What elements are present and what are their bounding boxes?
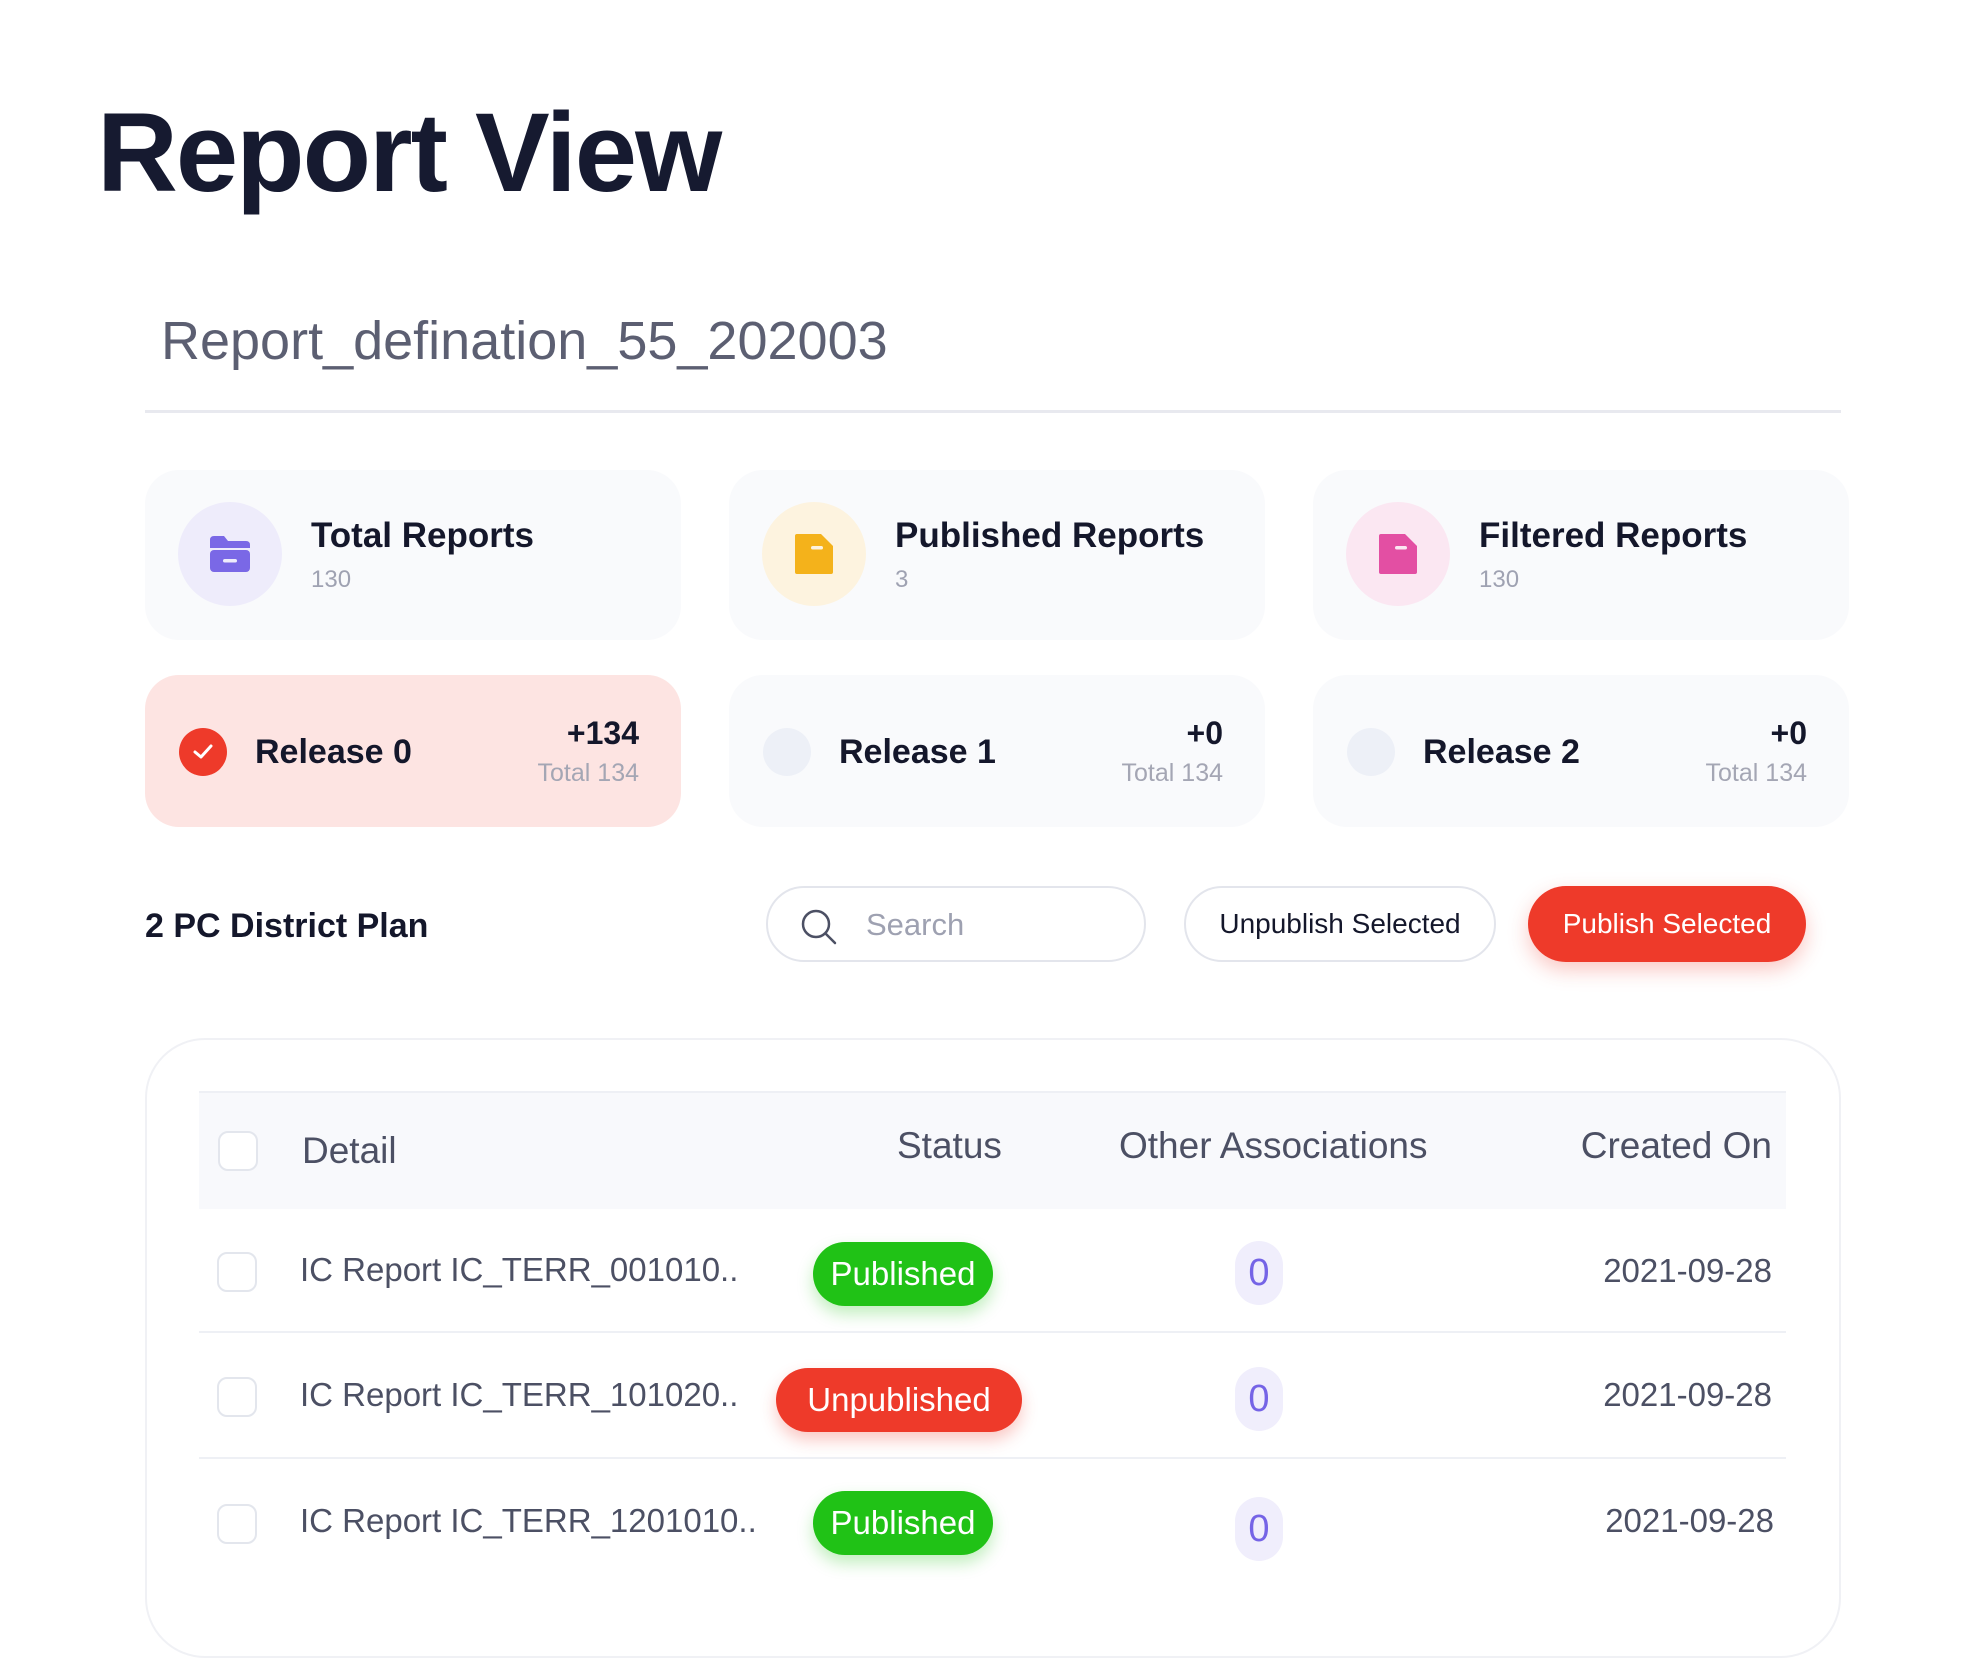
table-row[interactable]: IC Report IC_TERR_001010.. Published 0 2… (199, 1207, 1786, 1333)
status-badge: Unpublished (776, 1368, 1022, 1432)
select-all-checkbox[interactable] (218, 1131, 258, 1171)
release-delta: +134 (566, 715, 639, 751)
row-created-on: 2021-09-28 (1603, 1376, 1772, 1413)
release-label: Release 2 (1423, 733, 1580, 771)
page-title: Report View (97, 90, 722, 215)
radio-button[interactable] (763, 728, 811, 776)
release-total: Total 134 (1705, 759, 1807, 787)
status-badge: Published (813, 1491, 993, 1555)
row-checkbox[interactable] (217, 1377, 257, 1417)
release-label: Release 1 (839, 733, 996, 771)
file-icon (762, 502, 866, 606)
publish-selected-button[interactable]: Publish Selected (1528, 886, 1806, 962)
divider (145, 410, 1841, 413)
column-created-on: Created On (1580, 1125, 1772, 1166)
report-name: Report_defination_55_202003 (161, 311, 888, 371)
release-total: Total 134 (537, 759, 639, 787)
row-checkbox[interactable] (217, 1252, 257, 1292)
stat-value: 3 (895, 566, 909, 593)
file-icon (1346, 502, 1450, 606)
check-icon[interactable] (179, 728, 227, 776)
associations-count[interactable]: 0 (1235, 1497, 1283, 1561)
release-delta: +0 (1186, 715, 1223, 751)
release-total: Total 134 (1121, 759, 1223, 787)
column-other-associations: Other Associations (1119, 1125, 1428, 1166)
row-created-on: 2021-09-28 (1605, 1502, 1774, 1539)
search-box[interactable] (766, 886, 1146, 962)
section-title: 2 PC District Plan (145, 907, 429, 945)
column-status: Status (897, 1125, 1002, 1166)
table-header: Detail Status Other Associations Created… (199, 1091, 1786, 1209)
stat-card-total-reports: Total Reports 130 (145, 470, 681, 640)
stat-value: 130 (311, 566, 352, 593)
stat-label: Total Reports (311, 516, 534, 555)
associations-count[interactable]: 0 (1235, 1367, 1283, 1431)
stat-value: 130 (1479, 566, 1520, 593)
row-created-on: 2021-09-28 (1603, 1252, 1772, 1289)
table-row[interactable]: IC Report IC_TERR_1201010.. Published 0 … (199, 1459, 1786, 1583)
stat-card-filtered-reports: Filtered Reports 130 (1313, 470, 1849, 640)
row-detail: IC Report IC_TERR_001010.. (300, 1251, 739, 1288)
associations-count[interactable]: 0 (1235, 1241, 1283, 1305)
radio-button[interactable] (1347, 728, 1395, 776)
stat-label: Filtered Reports (1479, 516, 1748, 555)
release-card-2[interactable]: Release 2 +0 Total 134 (1313, 675, 1849, 827)
release-card-1[interactable]: Release 1 +0 Total 134 (729, 675, 1265, 827)
row-checkbox[interactable] (217, 1504, 257, 1544)
column-detail: Detail (302, 1130, 397, 1171)
release-label: Release 0 (255, 733, 412, 771)
row-detail: IC Report IC_TERR_1201010.. (300, 1502, 757, 1539)
table-row[interactable]: IC Report IC_TERR_101020.. Unpublished 0… (199, 1333, 1786, 1459)
folder-icon (178, 502, 282, 606)
row-detail: IC Report IC_TERR_101020.. (300, 1376, 739, 1413)
release-delta: +0 (1770, 715, 1807, 751)
stat-label: Published Reports (895, 516, 1205, 555)
stat-card-published-reports: Published Reports 3 (729, 470, 1265, 640)
search-input[interactable] (864, 904, 1128, 946)
release-card-0[interactable]: Release 0 +134 Total 134 (145, 675, 681, 827)
status-badge: Published (813, 1242, 993, 1306)
search-icon (800, 908, 838, 951)
unpublish-selected-button[interactable]: Unpublish Selected (1184, 886, 1496, 962)
